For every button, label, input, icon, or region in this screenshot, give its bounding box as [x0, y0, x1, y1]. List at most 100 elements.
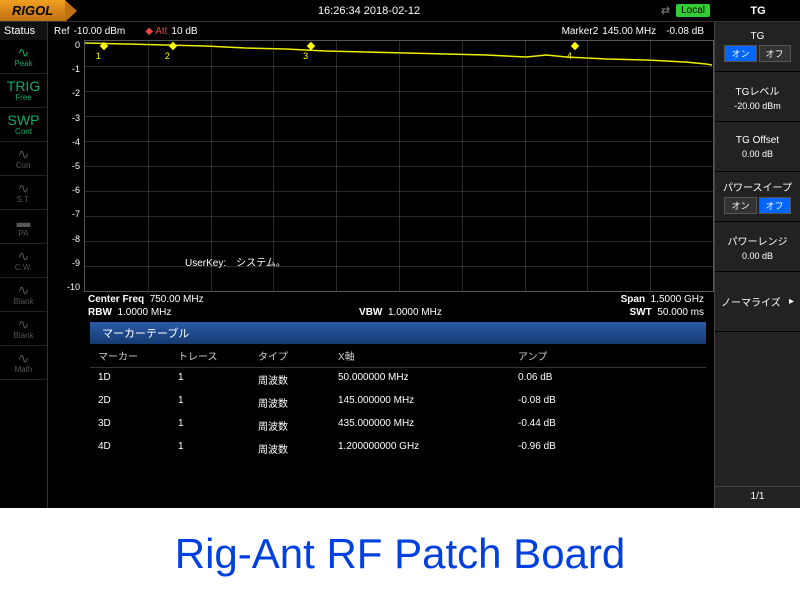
sidebar-item-pa[interactable]: ▬PA [0, 210, 47, 244]
tg-offset-label: TG Offset [736, 135, 779, 146]
top-bar: RIGOL 16:26:34 2018-02-12 ⇄ Local TG [0, 0, 800, 22]
marker-table: マーカートレースタイプX軸アンプ 1D1周波数50.000000 MHz0.06… [90, 344, 706, 460]
sidebar-label: S.T. [17, 195, 31, 204]
tg-level-label: TGレベル [736, 83, 780, 98]
y-tick: -5 [48, 161, 80, 171]
sidebar-icon: TRIG [7, 79, 40, 93]
sidebar-icon: ∿ [18, 317, 30, 331]
table-row: 4D1周波数1.200000000 GHz-0.96 dB [90, 437, 706, 460]
sidebar-icon: ∿ [18, 283, 30, 297]
table-cell: 周波数 [258, 441, 338, 456]
table-row: 1D1周波数50.000000 MHz0.06 dB [90, 368, 706, 391]
plot-marker-label: 3 [303, 51, 308, 61]
sidebar-item-c.w.[interactable]: ∿C.W. [0, 244, 47, 278]
att-label: ◆ Att [145, 26, 167, 37]
span-val: 1.5000 GHz [651, 294, 704, 305]
link-icon: ⇄ [661, 4, 670, 17]
y-tick: -2 [48, 88, 80, 98]
menu-tg-label: TG [751, 31, 765, 42]
plot-footer: Center Freq 750.00 MHz Span 1.5000 GHz [48, 292, 714, 307]
right-menu: TG オン オフ TGレベル -20.00 dBm TG Offset 0.00… [714, 22, 800, 508]
marker-table-title: マーカーテーブル [90, 322, 706, 344]
sidebar-item-math[interactable]: ∿Math [0, 346, 47, 380]
sidebar-item-peak[interactable]: ∿Peak [0, 40, 47, 74]
normalize-label: ノーマライズ [721, 294, 781, 309]
pwr-range-val: 0.00 dB [742, 251, 773, 261]
sidebar-item-cont[interactable]: SWPCont [0, 108, 47, 142]
y-tick: -3 [48, 113, 80, 123]
menu-tg-offset[interactable]: TG Offset 0.00 dB [715, 122, 800, 172]
table-cell: 周波数 [258, 372, 338, 387]
left-sidebar: Status ∿PeakTRIGFreeSWPCont∿Corr∿S.T.▬PA… [0, 22, 48, 508]
table-row: 3D1周波数435.000000 MHz-0.44 dB [90, 414, 706, 437]
chevron-right-icon: ▸ [789, 296, 794, 307]
menu-tg[interactable]: TG オン オフ [715, 22, 800, 72]
swt-label: SWT [630, 307, 652, 318]
table-cell: 周波数 [258, 395, 338, 410]
tg-level-val: -20.00 dBm [734, 101, 781, 111]
sidebar-icon: SWP [8, 113, 40, 127]
table-cell: 435.000000 MHz [338, 418, 518, 433]
pwr-sweep-on[interactable]: オン [724, 197, 756, 214]
plot-header: Ref -10.00 dBm ◆ Att 10 dB Marker2 145.0… [48, 22, 714, 40]
y-tick: -1 [48, 64, 80, 74]
sidebar-item-s.t.[interactable]: ∿S.T. [0, 176, 47, 210]
sidebar-label: Cont [15, 127, 32, 136]
table-row: 2D1周波数145.000000 MHz-0.08 dB [90, 391, 706, 414]
ref-value: -10.00 dBm [74, 26, 126, 37]
marker-amp: -0.08 dB [666, 26, 704, 37]
table-cell: 145.000000 MHz [338, 395, 518, 410]
span-label: Span [621, 294, 645, 305]
plot-footer-2: RBW 1.0000 MHz VBW 1.0000 MHz SWT 50.000… [48, 307, 714, 320]
cf-val: 750.00 MHz [150, 294, 204, 305]
pwr-sweep-label: パワースイープ [723, 179, 792, 194]
y-tick: 0 [48, 40, 80, 50]
center-panel: Ref -10.00 dBm ◆ Att 10 dB Marker2 145.0… [48, 22, 714, 508]
table-cell: 1 [178, 418, 258, 433]
y-tick: -8 [48, 234, 80, 244]
cf-label: Center Freq [88, 294, 144, 305]
status-header: Status [0, 22, 47, 40]
table-header-row: マーカートレースタイプX軸アンプ [90, 344, 706, 368]
sidebar-item-blank[interactable]: ∿Blank [0, 312, 47, 346]
table-cell: 周波数 [258, 418, 338, 433]
indicator-area: ⇄ Local [661, 4, 716, 17]
vbw-label: VBW [359, 307, 382, 318]
table-col-header: マーカー [98, 348, 178, 363]
tg-off[interactable]: オフ [759, 45, 791, 62]
sidebar-item-blank[interactable]: ∿Blank [0, 278, 47, 312]
sidebar-icon: ▬ [17, 215, 31, 229]
rbw-label: RBW [88, 307, 112, 318]
menu-normalize[interactable]: ノーマライズ ▸ [715, 272, 800, 332]
pwr-sweep-off[interactable]: オフ [759, 197, 791, 214]
brand-logo: RIGOL [0, 0, 65, 21]
table-cell: 1 [178, 441, 258, 456]
tg-toggle[interactable]: オン オフ [724, 45, 790, 62]
pwr-sweep-toggle[interactable]: オン オフ [724, 197, 790, 214]
table-cell: 0.06 dB [518, 372, 638, 387]
menu-tg-level[interactable]: TGレベル -20.00 dBm [715, 72, 800, 122]
vbw-val: 1.0000 MHz [388, 307, 442, 318]
menu-power-range[interactable]: パワーレンジ 0.00 dB [715, 222, 800, 272]
sidebar-icon: ∿ [18, 249, 30, 263]
menu-pager: 1/1 [715, 486, 800, 508]
menu-power-sweep[interactable]: パワースイープ オン オフ [715, 172, 800, 222]
sidebar-item-free[interactable]: TRIGFree [0, 74, 47, 108]
menu-title: TG [716, 5, 800, 17]
sidebar-label: Math [15, 365, 33, 374]
main-area: Status ∿PeakTRIGFreeSWPCont∿Corr∿S.T.▬PA… [0, 22, 800, 508]
sidebar-label: PA [18, 229, 28, 238]
sidebar-label: Free [15, 93, 31, 102]
brand-arrow [65, 0, 77, 22]
y-axis: 0-1-2-3-4-5-6-7-8-9-10 [48, 40, 84, 292]
plot-grid[interactable]: UserKey: システム。 1234 [84, 40, 714, 292]
table-cell: 1 [178, 395, 258, 410]
sidebar-label: C.W. [15, 263, 32, 272]
swt-val: 50.000 ms [657, 307, 704, 318]
sidebar-item-corr[interactable]: ∿Corr [0, 142, 47, 176]
marker-freq: 145.00 MHz [602, 26, 656, 37]
y-tick: -7 [48, 209, 80, 219]
tg-on[interactable]: オン [724, 45, 756, 62]
sidebar-icon: ∿ [18, 45, 30, 59]
table-col-header: トレース [178, 348, 258, 363]
